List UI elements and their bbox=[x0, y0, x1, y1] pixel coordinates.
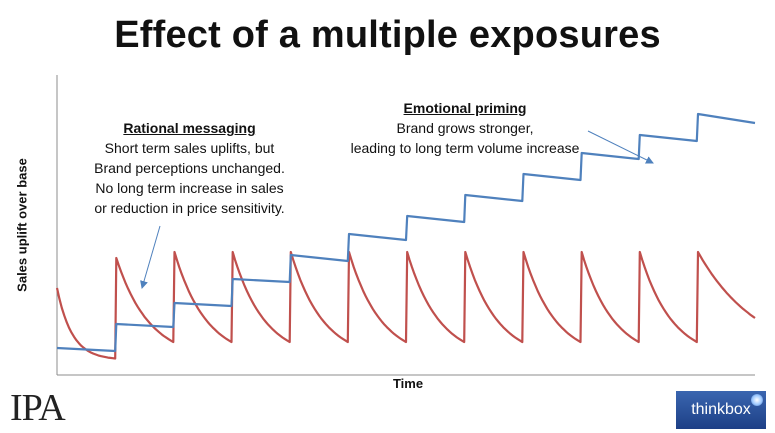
thinkbox-logo-text: thinkbox bbox=[691, 401, 751, 418]
emotional-priming-line: Brand grows stronger, bbox=[396, 120, 534, 136]
rational-messaging-line: or reduction in price sensitivity. bbox=[94, 200, 285, 216]
series-line-short-term bbox=[55, 250, 756, 360]
rational-messaging-line: Short term sales uplifts, but bbox=[104, 140, 275, 156]
rational-messaging-line: Brand perceptions unchanged. bbox=[94, 160, 285, 176]
series-layer bbox=[55, 112, 756, 360]
y-axis-label: Sales uplift over base bbox=[14, 158, 30, 292]
rational-messaging-heading: Rational messaging bbox=[123, 120, 256, 136]
emotional-annotation-arrow bbox=[587, 130, 654, 164]
emotional-priming-heading: Emotional priming bbox=[403, 100, 527, 116]
x-axis-label: Time bbox=[392, 376, 424, 391]
series-line-long-term bbox=[56, 112, 756, 353]
thinkbox-logo: thinkbox bbox=[676, 391, 766, 429]
rational-messaging-annotation: Rational messaging Short term sales upli… bbox=[72, 118, 307, 218]
rational-annotation-arrow bbox=[140, 225, 161, 289]
emotional-priming-line: leading to long term volume increase bbox=[350, 140, 580, 156]
ipa-logo: IPA bbox=[10, 387, 66, 429]
chart-title: Effect of a multiple exposures bbox=[114, 14, 661, 56]
rational-messaging-line: No long term increase in sales bbox=[95, 180, 284, 196]
thinkbox-glow-icon bbox=[751, 394, 763, 406]
emotional-priming-annotation: Emotional priming Brand grows stronger, … bbox=[330, 98, 600, 158]
